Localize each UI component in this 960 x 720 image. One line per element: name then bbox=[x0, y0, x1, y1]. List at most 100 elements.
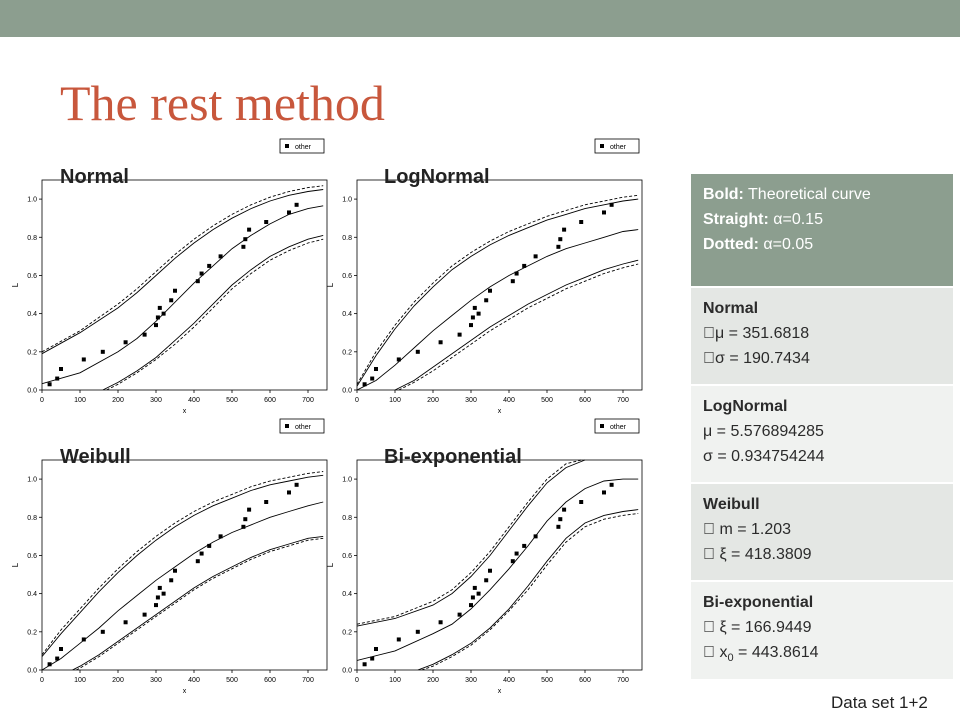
legend-box bbox=[594, 138, 640, 154]
data-point bbox=[155, 595, 160, 600]
y-tick-label: 0.6 bbox=[27, 273, 37, 280]
param-sigma: σ = 0.934754244 bbox=[703, 448, 825, 465]
plot-label-normal: Normal bbox=[60, 166, 129, 188]
curve-lower-0-15 bbox=[102, 234, 324, 390]
straight-label: Straight: bbox=[703, 211, 769, 228]
curve-lower-0-05 bbox=[398, 263, 639, 390]
param-xi:   ξ = 418.3809 bbox=[703, 546, 812, 563]
data-point bbox=[123, 620, 128, 625]
y-tick-label: 0.6 bbox=[27, 553, 37, 560]
y-tick-label: 0.2 bbox=[342, 629, 352, 636]
x-tick-label: 400 bbox=[503, 397, 515, 404]
data-point bbox=[55, 376, 60, 381]
data-point bbox=[173, 288, 177, 293]
data-point bbox=[362, 382, 367, 387]
legend-label: other bbox=[295, 424, 312, 431]
param-mu: μ = 5.576894285 bbox=[703, 423, 824, 440]
data-point bbox=[415, 629, 420, 634]
x-tick-label: 300 bbox=[465, 677, 477, 684]
data-point bbox=[243, 517, 248, 522]
data-point bbox=[195, 559, 200, 564]
y-axis-label: L bbox=[11, 562, 20, 567]
data-point bbox=[472, 585, 477, 590]
data-point bbox=[264, 220, 269, 224]
data-point bbox=[562, 227, 567, 232]
curve-upper-0-15 bbox=[357, 459, 586, 627]
data-point bbox=[522, 263, 527, 268]
plot-weibull: 0 100 200 300 400 500 600 700 0.0 0.2 0.4 0.6 0.8 1.0… bbox=[11, 418, 328, 695]
data-point bbox=[195, 279, 200, 284]
y-tick-label: 0.0 bbox=[27, 668, 37, 675]
legend-box bbox=[594, 418, 640, 434]
data-point bbox=[514, 551, 519, 556]
plot-label-bi-exponential: Bi-exponential bbox=[384, 446, 522, 468]
y-tick-label: 0.0 bbox=[342, 388, 352, 395]
data-point bbox=[470, 315, 475, 320]
plot-frame bbox=[41, 179, 328, 391]
data-point bbox=[47, 662, 52, 667]
data-point bbox=[100, 349, 105, 354]
data-point bbox=[247, 227, 252, 232]
data-point bbox=[438, 620, 443, 625]
x-tick-label: 300 bbox=[150, 397, 162, 404]
data-point bbox=[370, 376, 375, 381]
x-tick-label: 100 bbox=[389, 677, 401, 684]
data-point bbox=[81, 357, 86, 362]
data-point bbox=[488, 568, 492, 573]
data-point bbox=[609, 202, 614, 207]
param-sigma:  σ = 190.7434 bbox=[703, 350, 810, 367]
y-tick-label: 0.2 bbox=[27, 629, 37, 636]
curve-lower-0-05 bbox=[106, 238, 324, 390]
plot-bi-exponential: 0 100 200 300 400 500 600 700 0.0 0.2 0.4 0.6 0.8 1.0… bbox=[326, 418, 643, 695]
bold-text: Theoretical curve bbox=[743, 186, 871, 203]
data-point bbox=[470, 595, 475, 600]
data-point bbox=[55, 656, 60, 661]
data-point bbox=[199, 271, 204, 276]
plot-frame bbox=[41, 459, 328, 671]
curve-upper-0-05 bbox=[42, 471, 324, 655]
data-point bbox=[469, 603, 473, 608]
legend-marker bbox=[600, 144, 604, 148]
curve-theoretical bbox=[357, 478, 639, 661]
data-point bbox=[472, 305, 477, 310]
data-point bbox=[199, 551, 204, 556]
curve-theoretical bbox=[42, 501, 324, 670]
data-point bbox=[579, 220, 584, 224]
data-point bbox=[556, 244, 561, 249]
data-point bbox=[602, 490, 606, 495]
data-point bbox=[558, 237, 563, 242]
x-axis-label: x bbox=[183, 408, 187, 415]
data-point bbox=[396, 637, 401, 642]
data-point bbox=[169, 298, 174, 303]
y-tick-label: 0.2 bbox=[27, 349, 37, 356]
data-point bbox=[218, 254, 223, 259]
dist-name-lognormal: LogNormal bbox=[703, 398, 788, 415]
curve-upper-0-15 bbox=[357, 198, 639, 387]
data-point bbox=[142, 612, 147, 617]
x-tick-label: 200 bbox=[112, 397, 124, 404]
data-point bbox=[533, 534, 538, 539]
x-tick-label: 400 bbox=[503, 677, 515, 684]
data-point bbox=[155, 315, 160, 320]
x-tick-label: 300 bbox=[465, 397, 477, 404]
data-point bbox=[362, 662, 367, 667]
data-point bbox=[396, 357, 401, 362]
data-point bbox=[556, 524, 561, 529]
curve-upper-0-05 bbox=[357, 194, 639, 385]
data-point bbox=[374, 367, 378, 371]
param-mu:  μ = 351.6818 bbox=[703, 325, 810, 342]
plot-frame bbox=[356, 179, 643, 391]
dist-name-bi-exponential: Bi-exponential bbox=[703, 594, 814, 611]
legend-explanation: Bold: Theoretical curve Straight: α=0.15… bbox=[691, 174, 953, 288]
y-tick-label: 1.0 bbox=[27, 477, 37, 484]
x-axis-label: x bbox=[498, 688, 502, 695]
data-point bbox=[488, 288, 492, 293]
params-lognormal: LogNormal μ = 5.576894285 σ = 0.93475424… bbox=[691, 385, 953, 484]
x-tick-label: 100 bbox=[74, 677, 86, 684]
x-tick-label: 200 bbox=[427, 397, 439, 404]
data-point bbox=[374, 647, 378, 651]
x-tick-label: 500 bbox=[541, 677, 553, 684]
curve-lower-0-05 bbox=[421, 513, 639, 670]
x-tick-label: 500 bbox=[541, 397, 553, 404]
data-point bbox=[154, 603, 158, 608]
